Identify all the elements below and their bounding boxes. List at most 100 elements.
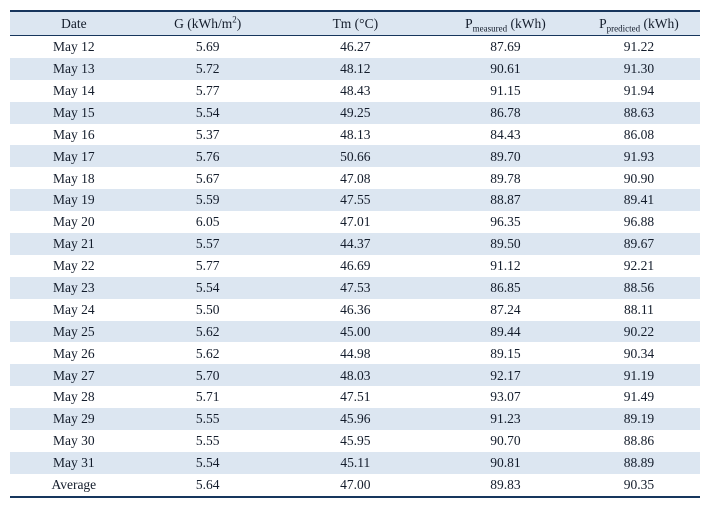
table-row: May 15 5.54 49.25 86.78 88.63 [10, 101, 700, 124]
cell: 90.34 [623, 345, 655, 361]
cell: 91.12 [490, 258, 521, 274]
cell: 92.17 [490, 367, 521, 383]
cell: 5.55 [195, 411, 220, 427]
cell: 5.54 [195, 455, 220, 471]
cell: 48.03 [340, 367, 371, 383]
cell: 90.90 [623, 170, 655, 186]
table-row: May 29 5.55 45.96 91.23 89.19 [10, 408, 700, 431]
table-row: Average 5.64 47.00 89.83 90.35 [10, 474, 700, 497]
table-row: May 28 5.71 47.51 93.07 91.49 [10, 386, 700, 408]
cell: 47.51 [340, 389, 371, 405]
cell: May 23 [53, 279, 95, 295]
cell: 84.43 [490, 126, 521, 142]
cell: 5.62 [195, 345, 220, 361]
cell: 87.24 [490, 301, 521, 317]
daily-pv-measurement-table-wrapper: Date G (kWh/m2) Tm (°C) Pmeasured (kWh) Ppre… [10, 10, 700, 498]
cell: 46.27 [340, 39, 371, 55]
column-header: Ppredicted (kWh) [577, 11, 700, 36]
cell: 47.53 [340, 279, 371, 295]
cell: Average [51, 477, 97, 492]
cell: 90.70 [490, 433, 521, 449]
cell: 89.44 [490, 323, 521, 339]
cell: 5.59 [195, 192, 220, 208]
column-header: Tm (°C) [277, 11, 433, 36]
cell: 6.05 [195, 214, 220, 230]
cell: May 12 [53, 39, 95, 55]
cell: 48.12 [340, 61, 371, 77]
cell: 5.54 [195, 279, 220, 295]
cell: 88.86 [623, 433, 655, 449]
table-row: May 31 5.54 45.11 90.81 88.89 [10, 451, 700, 474]
cell: 5.76 [195, 148, 220, 164]
cell: May 24 [53, 301, 95, 317]
table-row: May 16 5.37 48.13 84.43 86.08 [10, 124, 700, 146]
cell: 50.66 [340, 148, 371, 164]
cell: May 28 [53, 389, 95, 405]
cell: 46.36 [340, 301, 371, 317]
cell: May 22 [53, 258, 95, 274]
cell: 91.15 [490, 82, 521, 98]
cell: May 25 [53, 323, 95, 339]
cell: 91.49 [623, 389, 655, 405]
table-row: May 17 5.76 50.66 89.70 91.93 [10, 145, 700, 168]
table-row: May 14 5.77 48.43 91.15 91.94 [10, 80, 700, 102]
cell: 44.37 [340, 236, 371, 252]
table-row: May 13 5.72 48.12 90.61 91.30 [10, 57, 700, 80]
cell: 45.11 [340, 455, 371, 471]
cell: May 27 [53, 367, 95, 383]
cell: 89.15 [490, 345, 521, 361]
cell: 91.94 [623, 82, 655, 98]
cell: 49.25 [340, 104, 371, 120]
cell: May 17 [53, 148, 95, 164]
cell: 89.19 [623, 411, 655, 427]
cell: 91.30 [623, 61, 655, 77]
cell: May 31 [53, 455, 95, 471]
cell: 87.69 [490, 39, 521, 55]
cell: 89.67 [623, 236, 655, 252]
cell: 90.61 [490, 61, 521, 77]
cell: 89.83 [490, 477, 521, 492]
cell: 86.08 [623, 126, 655, 142]
cell: 44.98 [340, 345, 371, 361]
cell: 45.00 [340, 323, 371, 339]
cell: 91.19 [623, 367, 655, 383]
cell: 93.07 [490, 389, 521, 405]
cell: 45.96 [340, 411, 371, 427]
table-row: May 30 5.55 45.95 90.70 88.86 [10, 430, 700, 452]
cell: May 20 [53, 214, 95, 230]
cell: May 21 [53, 236, 95, 252]
cell: 88.11 [623, 301, 654, 317]
cell: 89.78 [490, 170, 521, 186]
cell: 86.78 [490, 104, 521, 120]
cell: 5.71 [195, 389, 220, 405]
cell: 90.22 [623, 323, 655, 339]
cell: 5.67 [195, 170, 220, 186]
cell: 48.13 [340, 126, 371, 142]
cell: May 19 [53, 192, 95, 208]
cell: May 26 [53, 345, 95, 361]
cell: 5.72 [195, 61, 220, 77]
cell: 5.77 [195, 82, 220, 98]
cell: 47.01 [340, 214, 371, 230]
cell: 5.55 [195, 433, 220, 449]
table-body: May 12 5.69 46.27 87.69 91.22 May 13 5.72 48.12… [10, 36, 700, 497]
cell: 88.56 [623, 279, 655, 295]
cell: 47.00 [340, 477, 371, 492]
table-row: May 26 5.62 44.98 89.15 90.34 [10, 342, 700, 364]
table-row: May 21 5.57 44.37 89.50 89.67 [10, 233, 700, 255]
column-header: Date [10, 11, 138, 36]
cell: 92.21 [623, 258, 655, 274]
cell: 90.81 [490, 455, 521, 471]
cell: 91.22 [623, 39, 655, 55]
cell: May 16 [53, 126, 95, 142]
table-row: May 25 5.62 45.00 89.44 90.22 [10, 320, 700, 343]
cell: 45.95 [340, 433, 371, 449]
cell: 96.35 [490, 214, 521, 230]
table-row: May 20 6.05 47.01 96.35 96.88 [10, 211, 700, 233]
cell: 96.88 [623, 214, 655, 230]
cell: 89.50 [490, 236, 521, 252]
table-header: Date G (kWh/m2) Tm (°C) Pmeasured (kWh) Ppre… [10, 11, 700, 36]
cell: 5.64 [195, 477, 220, 492]
cell: May 30 [53, 433, 95, 449]
cell: May 18 [53, 170, 95, 186]
